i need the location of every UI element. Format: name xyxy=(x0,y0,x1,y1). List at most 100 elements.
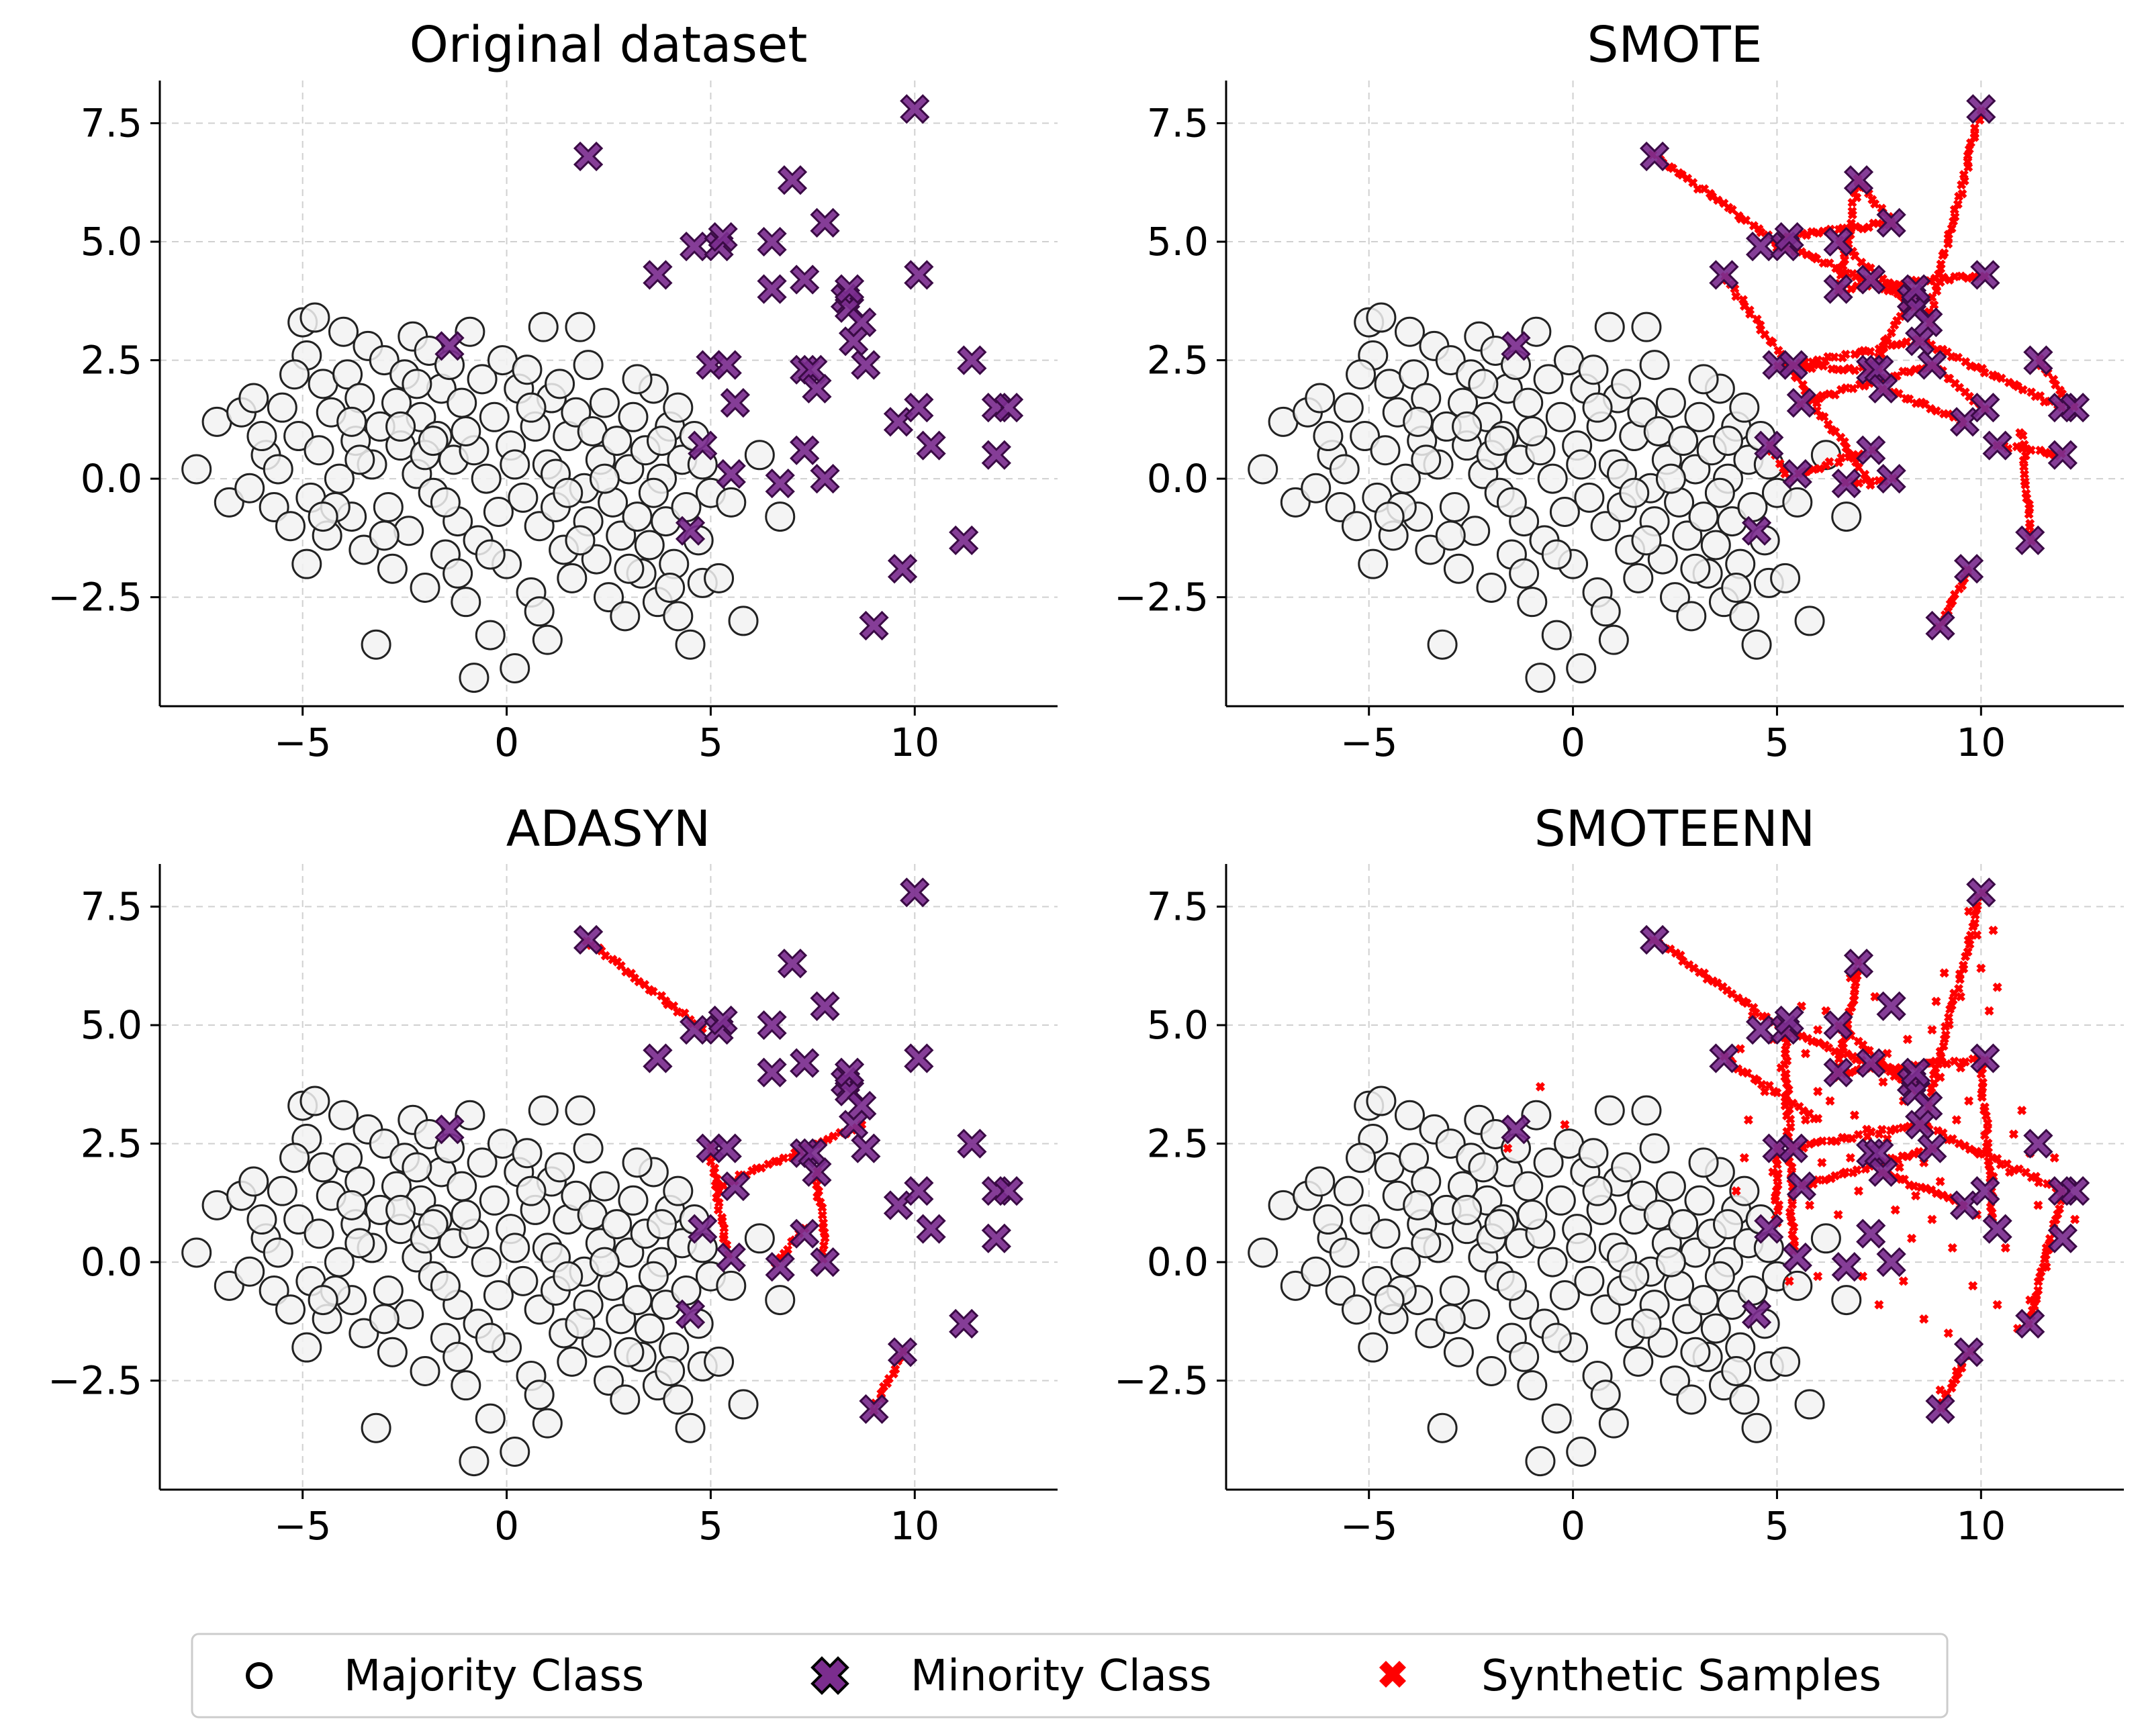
synthetic-point xyxy=(1836,452,1847,463)
synthetic-point xyxy=(1926,403,1936,414)
majority-point xyxy=(263,1237,293,1268)
majority-point xyxy=(234,473,265,503)
y-tick-label: −2.5 xyxy=(48,575,142,620)
synthetic-point xyxy=(1815,464,1825,474)
minority-point xyxy=(1778,350,1808,380)
majority-point xyxy=(614,553,645,584)
minority-point xyxy=(712,350,742,380)
minority-point xyxy=(1639,924,1670,955)
majority-point xyxy=(638,1261,669,1292)
majority-point xyxy=(1541,1403,1572,1434)
synthetic-point xyxy=(2070,1214,2080,1224)
majority-point xyxy=(1688,364,1719,395)
majority-point xyxy=(1668,1209,1699,1240)
synthetic-point xyxy=(1927,1214,1937,1224)
majority-point xyxy=(663,392,694,423)
synthetic-point xyxy=(1713,195,1723,205)
y-tick-label: 0.0 xyxy=(81,456,142,501)
majority-point xyxy=(1370,435,1401,466)
minority-point xyxy=(1639,141,1670,172)
minority-point xyxy=(712,1133,742,1163)
synthetic-point xyxy=(2034,1177,2044,1188)
majority-point xyxy=(214,1270,244,1301)
majority-point xyxy=(1578,354,1609,385)
minority-point xyxy=(790,264,820,295)
synthetic-point xyxy=(1839,437,1849,447)
synthetic-point xyxy=(1849,996,1859,1006)
minority-point xyxy=(720,387,751,418)
synthetic-point xyxy=(1817,1157,1827,1167)
majority-point xyxy=(1452,411,1483,442)
synthetic-point xyxy=(1797,1031,1807,1041)
synthetic-point xyxy=(1859,346,1869,356)
synthetic-point xyxy=(1890,1205,1900,1215)
majority-point xyxy=(1631,1095,1662,1126)
majority-point xyxy=(267,1175,297,1206)
synthetic-point xyxy=(709,1168,719,1178)
synthetic-point xyxy=(1965,939,1975,949)
majority-point xyxy=(1655,387,1686,418)
synthetic-point xyxy=(1535,1081,1545,1092)
minority-point xyxy=(1876,463,1906,494)
minority-point xyxy=(1823,274,1853,304)
majority-point xyxy=(246,421,277,452)
legend-majority-marker xyxy=(246,1662,273,1689)
majority-point xyxy=(275,511,306,542)
majority-point xyxy=(443,1341,473,1372)
synthetic-point xyxy=(1941,1022,1951,1032)
synthetic-point xyxy=(1788,1098,1798,1108)
majority-point xyxy=(1810,1223,1841,1254)
majority-point xyxy=(508,482,539,513)
majority-point xyxy=(553,1261,584,1292)
synthetic-point xyxy=(1829,352,1839,363)
majority-point xyxy=(1688,1285,1719,1316)
synthetic-point xyxy=(1813,1025,1823,1035)
majority-point xyxy=(1476,1355,1507,1386)
majority-point xyxy=(524,1380,555,1410)
majority-point xyxy=(1713,426,1744,456)
minority-point xyxy=(1913,1090,1943,1121)
majority-point xyxy=(451,587,481,618)
majority-point xyxy=(1782,1270,1813,1301)
minority-point xyxy=(834,274,865,304)
synthetic-point xyxy=(2049,1153,2059,1163)
synthetic-point xyxy=(1787,1216,1797,1226)
majority-point xyxy=(1655,463,1686,494)
synthetic-point xyxy=(2025,518,2035,528)
synthetic-point xyxy=(1909,1181,1919,1191)
majority-point xyxy=(1794,1389,1825,1420)
synthetic-point xyxy=(1760,330,1770,340)
synthetic-point xyxy=(1963,273,1973,283)
majority-point xyxy=(565,1095,596,1126)
majority-point xyxy=(393,516,424,546)
majority-point xyxy=(1598,624,1629,655)
minority-point xyxy=(688,430,718,461)
synthetic-point xyxy=(819,1241,829,1251)
majority-point xyxy=(1280,1270,1311,1301)
synthetic-point xyxy=(1943,1012,1953,1022)
majority-point xyxy=(1684,1185,1715,1216)
synthetic-point xyxy=(1840,255,1850,265)
majority-point xyxy=(1566,449,1597,480)
synthetic-point xyxy=(1851,272,1861,282)
majority-point xyxy=(369,1128,400,1159)
y-tick-label: 5.0 xyxy=(81,1002,142,1048)
majority-point xyxy=(1341,511,1372,542)
synthetic-point xyxy=(1768,1167,1778,1177)
synthetic-point xyxy=(1853,1186,1863,1196)
majority-point xyxy=(1496,487,1527,518)
synthetic-point xyxy=(1824,258,1834,268)
minority-point xyxy=(573,924,604,955)
minority-point xyxy=(802,373,832,404)
majority-point xyxy=(475,539,506,570)
data-layer xyxy=(181,877,1024,1477)
minority-point xyxy=(900,94,930,124)
majority-point xyxy=(516,392,547,423)
majority-point xyxy=(275,1294,306,1325)
majority-point xyxy=(336,406,367,437)
synthetic-point xyxy=(1800,1049,1810,1059)
synthetic-point xyxy=(1933,1126,1943,1136)
majority-point xyxy=(1484,426,1515,456)
minority-point xyxy=(859,1394,889,1425)
synthetic-point xyxy=(1955,1063,1965,1073)
